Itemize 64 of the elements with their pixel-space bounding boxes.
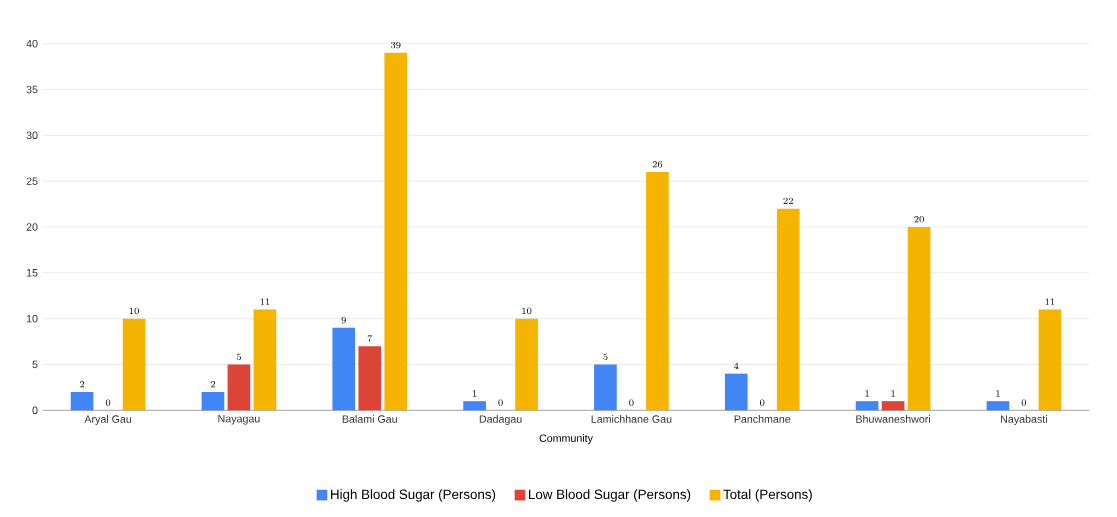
- data-label: 20: [914, 216, 924, 223]
- data-label: 0: [629, 399, 634, 406]
- y-tick-label: 40: [26, 39, 38, 48]
- data-label: 5: [603, 353, 608, 360]
- bar: [358, 346, 382, 411]
- y-tick-label: 20: [26, 223, 38, 231]
- data-label: 39: [390, 41, 401, 49]
- data-label: 9: [341, 316, 346, 324]
- legend-label: Low Blood Sugar (Persons): [529, 489, 691, 502]
- bar: [227, 364, 251, 411]
- data-label: 11: [260, 298, 270, 305]
- data-label: 2: [80, 381, 85, 388]
- y-tick-label: 0: [32, 406, 38, 415]
- data-label: 1: [865, 390, 869, 397]
- data-label: 11: [1045, 298, 1055, 305]
- data-label: 0: [105, 399, 111, 406]
- x-tick-label: Lamichhane Gau: [591, 415, 672, 423]
- data-label: 5: [236, 353, 241, 360]
- bar: [332, 327, 356, 411]
- data-label: 26: [652, 161, 663, 168]
- y-tick-label: 10: [26, 314, 38, 323]
- y-tick-label: 5: [32, 360, 38, 369]
- bar: [253, 309, 277, 411]
- data-label: 2: [210, 381, 215, 388]
- data-label: 1: [996, 390, 1000, 397]
- bar: [515, 318, 538, 411]
- x-tick-label: Dadagau: [479, 415, 522, 425]
- bar: [986, 401, 1010, 411]
- x-axis-title: Community: [539, 434, 593, 445]
- bar: [463, 401, 486, 411]
- bar: [776, 208, 800, 411]
- x-tick-label: Balami Gau: [342, 415, 397, 423]
- bar: [70, 391, 94, 411]
- bar: [594, 364, 617, 411]
- bar: [855, 401, 879, 411]
- data-label: 1: [472, 390, 477, 397]
- x-tick-label: Aryal Gau: [84, 415, 132, 425]
- bar: [1038, 309, 1062, 411]
- data-label: 22: [783, 197, 793, 204]
- data-label: 1: [891, 390, 895, 397]
- bar: [122, 318, 146, 411]
- y-tick-label: 15: [26, 269, 38, 277]
- data-label: 4: [733, 362, 739, 369]
- x-tick-label: Bhuwaneshwori: [856, 415, 930, 423]
- bar: [646, 171, 669, 411]
- y-tick-label: 30: [26, 131, 38, 140]
- legend-label: High Blood Sugar (Persons): [331, 489, 496, 502]
- x-tick-label: Nayagau: [218, 415, 260, 425]
- y-tick-label: 35: [26, 85, 38, 94]
- data-label: 0: [1021, 399, 1027, 406]
- legend-label: Total (Persons): [723, 489, 812, 502]
- y-tick-label: 25: [26, 177, 38, 185]
- bar: [881, 401, 905, 411]
- x-tick-label: Nayabasti: [1001, 415, 1047, 425]
- data-label: 10: [129, 307, 139, 315]
- bar: [907, 226, 931, 411]
- bar: [384, 52, 408, 411]
- data-label: 0: [498, 399, 503, 406]
- bar: [724, 373, 748, 411]
- data-label: 0: [760, 399, 765, 406]
- bar: [201, 391, 225, 411]
- data-label: 7: [367, 335, 373, 342]
- data-label: 10: [522, 307, 532, 315]
- x-tick-label: Panchmane: [734, 415, 791, 423]
